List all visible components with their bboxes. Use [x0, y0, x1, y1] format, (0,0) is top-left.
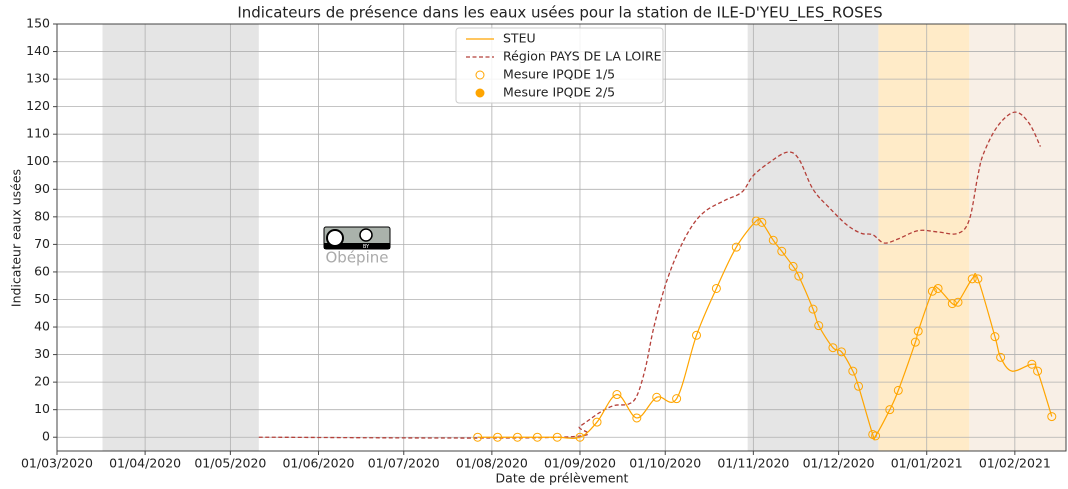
license-text: BY: [363, 244, 370, 250]
data-point: [947, 299, 957, 309]
y-tick-label: 40: [34, 319, 50, 334]
data-point: [493, 432, 503, 442]
cc-icon: [326, 229, 344, 247]
y-tick-label: 30: [34, 346, 50, 361]
y-tick-label: 120: [26, 98, 50, 113]
x-tick-label: 01/11/2020: [717, 456, 789, 471]
data-point: [751, 216, 761, 226]
data-point: [794, 271, 804, 281]
data-point: [731, 242, 741, 252]
data-point: [893, 385, 903, 395]
legend: STEU Région PAYS DE LA LOIRE Mesure IPQDE …: [455, 27, 664, 104]
shaded-period: [102, 24, 259, 451]
data-point: [854, 381, 864, 391]
data-point: [990, 332, 1000, 342]
x-tick-label: 01/09/2020: [544, 456, 616, 471]
data-point: [848, 366, 858, 376]
y-tick-label: 50: [34, 291, 50, 306]
data-point: [777, 246, 787, 256]
y-tick-label: 60: [34, 263, 50, 278]
data-point: [612, 390, 622, 400]
legend-label: STEU: [503, 31, 536, 46]
data-point: [788, 261, 798, 271]
data-point: [953, 297, 963, 307]
y-tick-label: 70: [34, 236, 50, 251]
data-point: [1027, 359, 1037, 369]
data-point: [973, 274, 983, 284]
y-tick-label: 140: [26, 43, 50, 58]
data-point: [996, 352, 1006, 362]
legend-marker: [475, 70, 485, 80]
data-point: [552, 432, 562, 442]
legend-marker: [475, 88, 485, 98]
x-tick-label: 01/10/2020: [629, 456, 701, 471]
data-point: [828, 343, 838, 353]
x-tick-label: 01/03/2020: [21, 456, 93, 471]
data-point: [814, 321, 824, 331]
x-tick-label: 01/04/2020: [109, 456, 181, 471]
data-point: [933, 283, 943, 293]
x-tick-label: 01/07/2020: [368, 456, 440, 471]
legend-label: Mesure IPQDE 1/5: [503, 67, 615, 82]
plot-frame: [56, 23, 1067, 452]
data-point: [575, 432, 585, 442]
data-line: [258, 111, 1042, 439]
x-tick-label: 01/12/2020: [803, 456, 875, 471]
y-tick-label: 20: [34, 374, 50, 389]
data-point: [473, 432, 483, 442]
data-point: [910, 337, 920, 347]
y-tick-label: 80: [34, 208, 50, 223]
y-tick-label: 0: [42, 429, 50, 444]
watermark-text: Obépine: [326, 249, 389, 267]
x-axis-label: Date de prélèvement: [496, 471, 629, 486]
shaded-period: [878, 24, 970, 451]
y-tick-label: 110: [26, 126, 50, 141]
legend-label: Région PAYS DE LA LOIRE: [503, 49, 662, 64]
x-tick-label: 01/05/2020: [194, 456, 266, 471]
x-tick-label: 01/08/2020: [456, 456, 528, 471]
data-point: [768, 235, 778, 245]
data-point: [632, 413, 642, 423]
data-point: [927, 286, 937, 296]
data-point: [1033, 366, 1043, 376]
shaded-period: [969, 24, 1066, 451]
y-tick-label: 90: [34, 181, 50, 196]
x-tick-label: 01/02/2021: [979, 456, 1051, 471]
chart-title: Indicateurs de présence dans les eaux us…: [237, 4, 882, 23]
y-tick-label: 100: [26, 153, 50, 168]
data-point: [836, 347, 846, 357]
data-point: [967, 274, 977, 284]
data-point: [871, 431, 881, 441]
data-point: [512, 432, 522, 442]
license-badge-band: [324, 243, 390, 249]
data-point: [808, 304, 818, 314]
data-point: [652, 392, 662, 402]
data-point: [592, 417, 602, 427]
y-tick-label: 130: [26, 71, 50, 86]
data-point: [672, 394, 682, 404]
by-icon: [359, 228, 373, 242]
y-tick-label: 150: [26, 16, 50, 31]
data-line: [477, 218, 1053, 441]
legend-label: Mesure IPQDE 2/5: [503, 85, 615, 100]
data-point: [692, 330, 702, 340]
y-tick-label: 10: [34, 401, 50, 416]
legend-box: [455, 27, 664, 104]
x-tick-label: 01/01/2021: [891, 456, 963, 471]
data-point: [757, 217, 767, 227]
data-point: [913, 326, 923, 336]
y-axis-label: Indicateur eaux usées: [9, 169, 24, 307]
data-point: [711, 283, 721, 293]
data-point: [532, 432, 542, 442]
data-point: [885, 405, 895, 415]
x-tick-label: 01/06/2020: [282, 456, 354, 471]
data-point: [1047, 412, 1057, 422]
